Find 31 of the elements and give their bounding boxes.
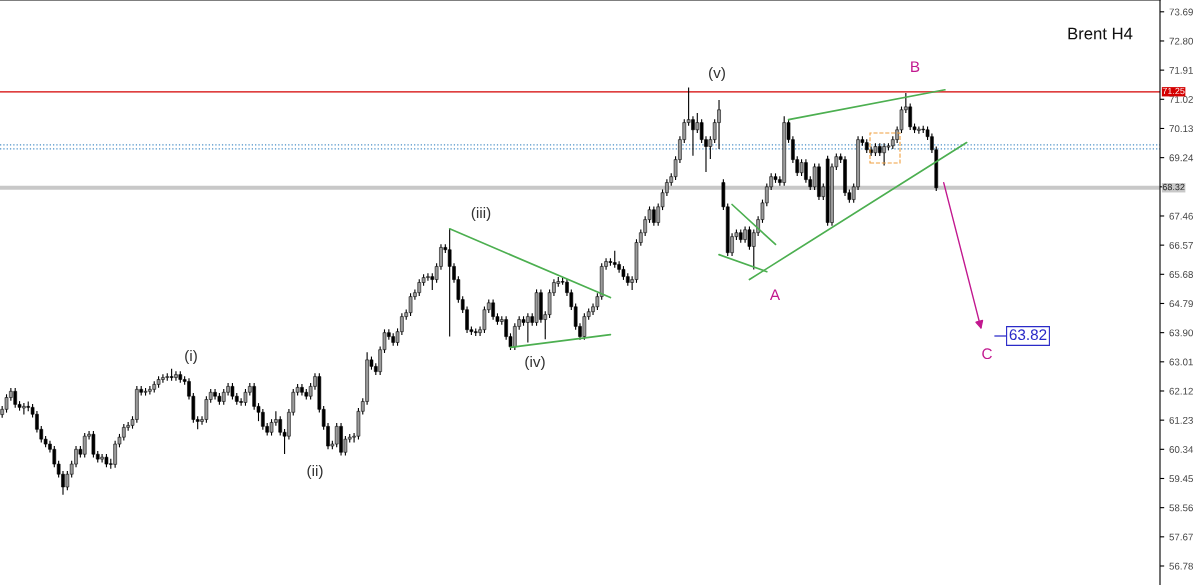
- y-tick-label: 73.69: [1169, 8, 1193, 16]
- y-tick-label: 66.57: [1169, 241, 1193, 249]
- annotation: (iv): [525, 355, 545, 371]
- y-tick-label: 63.90: [1169, 329, 1193, 337]
- annotation: B: [911, 61, 920, 72]
- y-tick-label: 61.23: [1169, 416, 1193, 424]
- annotation: C: [982, 348, 992, 360]
- annotation: (i): [185, 349, 197, 365]
- y-tick-label: 63.01: [1169, 358, 1193, 366]
- ref-line-label: 68.32: [1162, 183, 1185, 191]
- y-tick-label: 64.79: [1169, 300, 1193, 308]
- y-tick-label: 72.80: [1169, 37, 1193, 45]
- y-tick-label: 62.12: [1169, 387, 1193, 395]
- y-tick-label: 56.78: [1169, 562, 1193, 570]
- annotation: (iii): [471, 206, 491, 222]
- y-tick-label: 67.46: [1169, 212, 1193, 220]
- y-tick-label: 60.34: [1169, 446, 1194, 453]
- annotation: 63.82: [1009, 329, 1047, 341]
- annotation: (ii): [307, 464, 323, 480]
- y-tick-label: 71.02: [1169, 96, 1193, 103]
- y-tick-label: 59.45: [1169, 475, 1193, 483]
- y-tick-label: 70.13: [1169, 125, 1193, 133]
- annotation: (v): [709, 66, 725, 82]
- y-tick-label: 57.67: [1169, 533, 1193, 541]
- y-tick-label: 58.56: [1169, 504, 1193, 512]
- y-tick-label: 65.68: [1169, 271, 1193, 278]
- ref-line-label: 71.25: [1162, 87, 1185, 95]
- annotation: Brent H4: [1068, 27, 1133, 40]
- y-tick-label: 69.24: [1169, 154, 1194, 162]
- y-tick-label: 71.91: [1169, 66, 1193, 74]
- annotation: A: [769, 289, 781, 300]
